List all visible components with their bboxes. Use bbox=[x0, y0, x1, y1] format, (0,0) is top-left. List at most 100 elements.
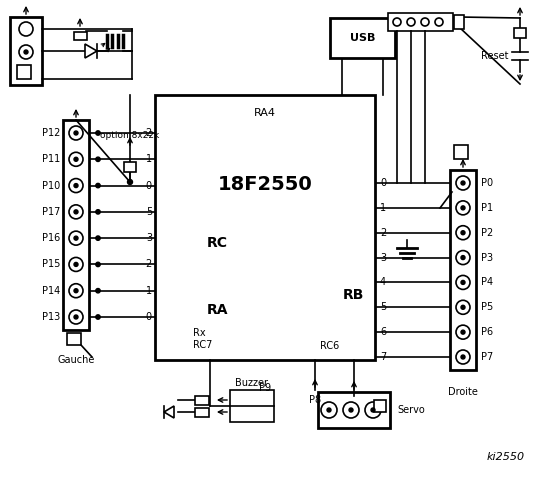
Bar bbox=[450, 170, 476, 370]
Circle shape bbox=[456, 176, 470, 190]
Circle shape bbox=[96, 288, 100, 293]
Circle shape bbox=[74, 236, 78, 240]
Circle shape bbox=[371, 408, 375, 412]
Circle shape bbox=[74, 210, 78, 214]
Text: Droite: Droite bbox=[448, 387, 478, 397]
Text: 1: 1 bbox=[380, 203, 386, 213]
Text: 1: 1 bbox=[146, 154, 152, 164]
Circle shape bbox=[69, 257, 83, 271]
Circle shape bbox=[461, 355, 465, 359]
Bar bbox=[388, 13, 453, 31]
Circle shape bbox=[69, 179, 83, 192]
Text: P9: P9 bbox=[259, 383, 271, 393]
Circle shape bbox=[74, 263, 78, 266]
Circle shape bbox=[74, 131, 78, 135]
Circle shape bbox=[69, 284, 83, 298]
Text: 1: 1 bbox=[146, 286, 152, 296]
Circle shape bbox=[19, 45, 33, 59]
Circle shape bbox=[74, 183, 78, 188]
Circle shape bbox=[456, 300, 470, 314]
Text: RA4: RA4 bbox=[254, 108, 276, 118]
Circle shape bbox=[69, 231, 83, 245]
Circle shape bbox=[24, 50, 28, 54]
Circle shape bbox=[461, 231, 465, 235]
Circle shape bbox=[456, 201, 470, 215]
Circle shape bbox=[69, 205, 83, 219]
Text: P0: P0 bbox=[481, 178, 493, 188]
Circle shape bbox=[456, 276, 470, 289]
Circle shape bbox=[343, 402, 359, 418]
Bar bbox=[195, 408, 209, 417]
Text: P16: P16 bbox=[41, 233, 60, 243]
Circle shape bbox=[456, 226, 470, 240]
Text: P4: P4 bbox=[481, 277, 493, 288]
Circle shape bbox=[456, 325, 470, 339]
Bar bbox=[454, 145, 468, 159]
Text: 5: 5 bbox=[380, 302, 386, 312]
Text: Rx: Rx bbox=[193, 328, 206, 338]
Text: Gauche: Gauche bbox=[58, 355, 95, 365]
Bar bbox=[318, 392, 390, 428]
Text: 0: 0 bbox=[146, 180, 152, 191]
Circle shape bbox=[321, 402, 337, 418]
Text: ki2550: ki2550 bbox=[487, 452, 525, 462]
Circle shape bbox=[74, 315, 78, 319]
Circle shape bbox=[69, 152, 83, 166]
Circle shape bbox=[461, 280, 465, 285]
Text: USB: USB bbox=[350, 33, 375, 43]
Text: Reset: Reset bbox=[481, 51, 508, 61]
Text: 2: 2 bbox=[146, 259, 152, 269]
Text: P3: P3 bbox=[481, 252, 493, 263]
Polygon shape bbox=[85, 44, 97, 58]
Circle shape bbox=[407, 18, 415, 26]
Text: P10: P10 bbox=[41, 180, 60, 191]
Circle shape bbox=[96, 183, 100, 188]
Bar bbox=[17, 65, 31, 79]
Text: P8: P8 bbox=[309, 395, 321, 405]
Circle shape bbox=[327, 408, 331, 412]
Bar bbox=[195, 396, 209, 405]
Bar bbox=[374, 400, 386, 412]
Text: RC: RC bbox=[207, 236, 228, 250]
Bar bbox=[67, 333, 81, 345]
Text: 4: 4 bbox=[380, 277, 386, 288]
Circle shape bbox=[393, 18, 401, 26]
Circle shape bbox=[456, 251, 470, 264]
Text: 2: 2 bbox=[380, 228, 386, 238]
Circle shape bbox=[69, 310, 83, 324]
Circle shape bbox=[19, 22, 33, 36]
Circle shape bbox=[421, 18, 429, 26]
Circle shape bbox=[461, 305, 465, 309]
Text: 3: 3 bbox=[380, 252, 386, 263]
Circle shape bbox=[128, 180, 133, 184]
Circle shape bbox=[74, 288, 78, 293]
Text: P2: P2 bbox=[481, 228, 493, 238]
Circle shape bbox=[456, 350, 470, 364]
Circle shape bbox=[96, 262, 100, 266]
Text: P6: P6 bbox=[481, 327, 493, 337]
Text: RC6: RC6 bbox=[320, 341, 340, 351]
Text: 3: 3 bbox=[146, 233, 152, 243]
Text: P15: P15 bbox=[41, 259, 60, 269]
Text: P13: P13 bbox=[41, 312, 60, 322]
Text: 18F2550: 18F2550 bbox=[218, 176, 312, 194]
Bar bbox=[63, 120, 89, 330]
Circle shape bbox=[96, 210, 100, 214]
Text: Servo: Servo bbox=[397, 405, 425, 415]
Circle shape bbox=[74, 157, 78, 161]
Text: P12: P12 bbox=[41, 128, 60, 138]
Text: P11: P11 bbox=[41, 154, 60, 164]
Text: RC7: RC7 bbox=[193, 340, 212, 350]
Circle shape bbox=[96, 131, 100, 135]
Circle shape bbox=[349, 408, 353, 412]
Circle shape bbox=[96, 236, 100, 240]
Circle shape bbox=[96, 157, 100, 161]
Text: Buzzer: Buzzer bbox=[236, 378, 269, 388]
Circle shape bbox=[461, 206, 465, 210]
Bar bbox=[10, 17, 42, 85]
Bar bbox=[514, 28, 526, 38]
Bar bbox=[74, 32, 86, 40]
Bar bbox=[155, 95, 375, 360]
Bar bbox=[454, 15, 464, 29]
Text: 0: 0 bbox=[146, 312, 152, 322]
